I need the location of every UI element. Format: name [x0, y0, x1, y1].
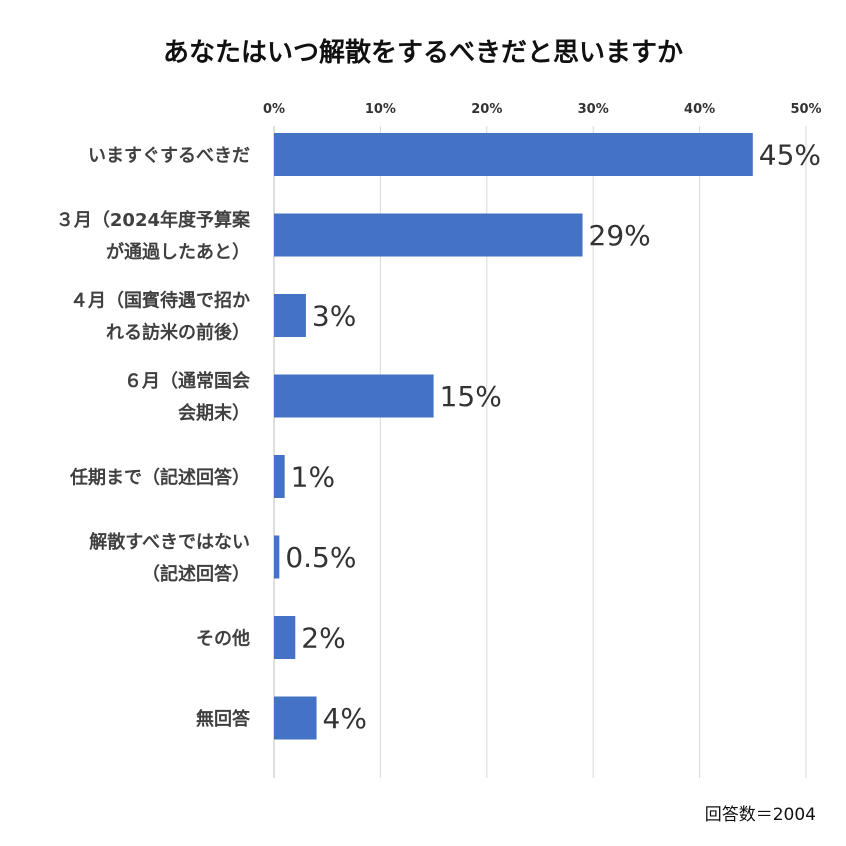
- x-tick-label: 50%: [790, 102, 821, 117]
- data-label: 45%: [759, 139, 821, 172]
- category-label: その他: [196, 628, 250, 650]
- bar: [274, 696, 317, 740]
- data-label: 15%: [440, 380, 502, 413]
- chart-title: あなたはいつ解散をするべきだと思いますか: [163, 38, 683, 68]
- category-label: ３月（2024年度予算案が通過したあと）: [56, 209, 251, 263]
- category-label: ６月（通常国会会期末）: [124, 370, 250, 424]
- data-label: 1%: [291, 461, 335, 494]
- bar: [274, 213, 583, 257]
- data-label: 4%: [323, 702, 367, 735]
- x-axis-ticks: 0% 10% 20% 30% 40% 50%: [263, 102, 822, 117]
- bar: [274, 374, 434, 418]
- data-label: 29%: [589, 219, 651, 252]
- bars: [274, 133, 753, 740]
- data-label: 3%: [312, 300, 356, 333]
- data-label: 2%: [301, 622, 345, 655]
- bar: [274, 535, 280, 579]
- category-label: 無回答: [196, 708, 251, 730]
- bar: [274, 455, 285, 498]
- category-label: いますぐするべきだ: [88, 146, 250, 167]
- x-tick-label: 10%: [365, 102, 396, 117]
- bar: [274, 133, 753, 176]
- response-count-note: 回答数＝2004: [705, 805, 816, 825]
- x-tick-label: 40%: [684, 102, 715, 117]
- category-labels: いますぐするべきだ ３月（2024年度予算案が通過したあと） ４月（国賓待遇で招かれ…: [56, 146, 251, 731]
- bar: [274, 294, 306, 337]
- data-labels: 45% 29% 3% 15% 1% 0.5% 2% 4%: [285, 139, 821, 736]
- x-tick-label: 0%: [263, 102, 285, 117]
- x-tick-label: 20%: [471, 102, 502, 117]
- category-label: ４月（国賓待遇で招かれる訪米の前後）: [70, 290, 250, 344]
- data-label: 0.5%: [285, 541, 356, 574]
- x-tick-label: 30%: [578, 102, 609, 117]
- category-label: 解散すべきではない（記述回答）: [89, 531, 250, 585]
- bar: [274, 616, 296, 659]
- category-label: 任期まで（記述回答）: [69, 467, 250, 489]
